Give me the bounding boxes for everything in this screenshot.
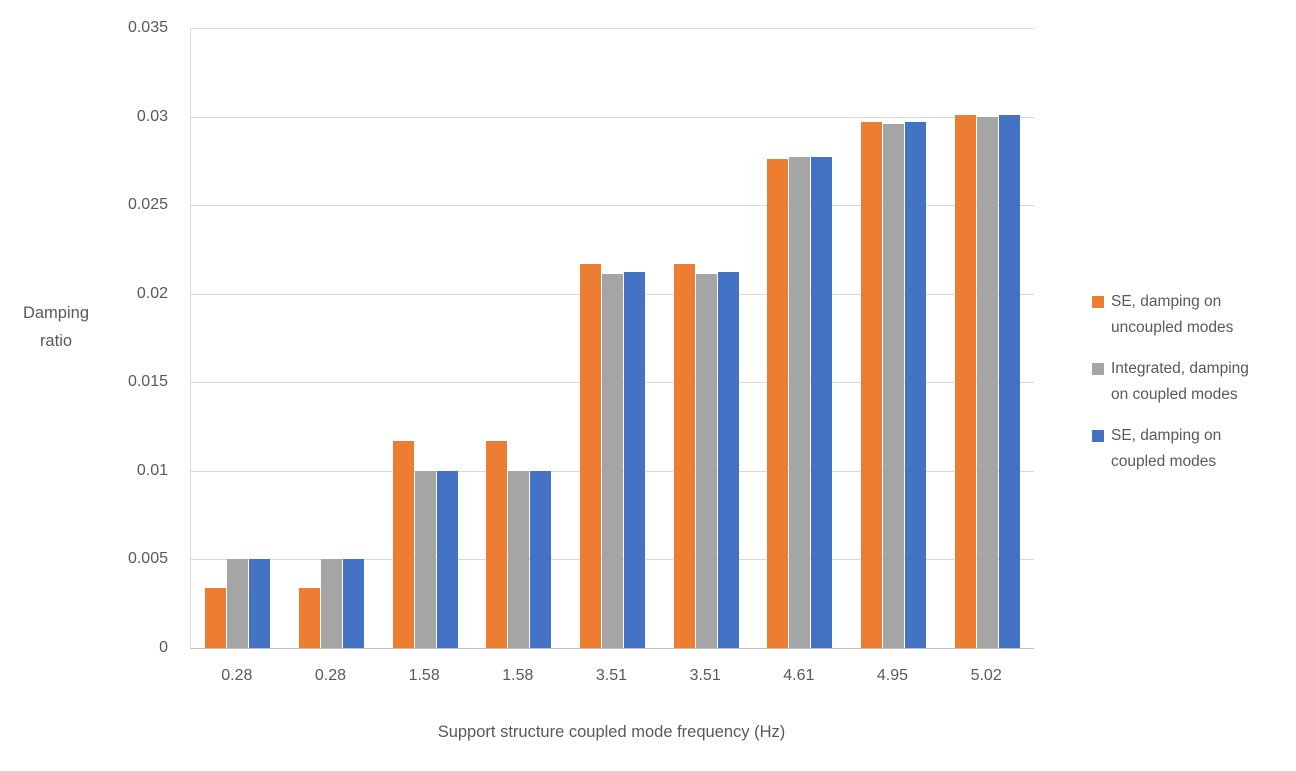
- bar-series-1-cat-7: [883, 123, 904, 648]
- bar-series-1-cat-2: [414, 470, 436, 648]
- y-tick-label: 0.015: [127, 373, 168, 391]
- gridline: [191, 205, 1034, 207]
- legend-item-2: SE, damping on coupled modes: [1092, 423, 1294, 475]
- legend: SE, damping on uncoupled modes Integrated,…: [1092, 289, 1294, 475]
- bar-series-2-cat-4: [624, 272, 645, 648]
- y-tick-label: 0.01: [136, 461, 168, 479]
- plot-area: [190, 28, 1034, 649]
- bar-series-1-cat-4: [602, 274, 623, 648]
- bar-series-1-cat-3: [508, 470, 530, 648]
- bar-series-0-cat-0: [205, 587, 227, 648]
- gridline: [191, 28, 1034, 29]
- bar-series-0-cat-2: [392, 440, 414, 648]
- bar-series-1-cat-1: [321, 559, 342, 648]
- x-axis-label: 1.58: [408, 667, 440, 684]
- bar-series-0-cat-6: [767, 159, 789, 648]
- bar-series-0-cat-8: [954, 114, 976, 648]
- bar-series-2-cat-0: [249, 559, 271, 648]
- x-axis-label: 1.58: [502, 667, 534, 684]
- x-axis-label: 5.02: [970, 667, 1002, 684]
- x-axis-label: 3.51: [595, 667, 628, 684]
- bar-series-2-cat-2: [436, 470, 458, 648]
- y-tick-label: 0.035: [127, 19, 168, 36]
- bar-series-1-cat-0: [227, 559, 249, 648]
- legend-label: SE, damping on coupled modes: [1111, 427, 1222, 470]
- legend-swatch-icon: [1092, 430, 1104, 442]
- x-axis: 0.28 0.28 1.58 1.58 3.51 3.51 4.61 4.95 5.02: [0, 666, 1296, 688]
- gridline: [191, 116, 1034, 118]
- bar-series-1-cat-5: [695, 274, 717, 648]
- bar-series-1-cat-6: [789, 157, 811, 648]
- x-axis-label: 4.61: [783, 667, 815, 684]
- x-axis-title: Support structure coupled mode frequency…: [437, 723, 786, 741]
- y-axis-title: Damping ratio: [22, 304, 90, 350]
- bar-series-1-cat-8: [976, 116, 998, 648]
- bar-series-2-cat-8: [998, 114, 1020, 648]
- bar-series-0-cat-3: [486, 440, 508, 648]
- y-tick-label: 0.03: [136, 107, 168, 125]
- bar-series-0-cat-4: [580, 263, 601, 648]
- legend-swatch-icon: [1092, 296, 1104, 308]
- y-tick-label: 0.005: [127, 550, 168, 568]
- legend-item-0: SE, damping on uncoupled modes: [1092, 289, 1294, 341]
- bar-series-2-cat-1: [343, 559, 364, 648]
- bar-series-2-cat-6: [811, 157, 833, 648]
- x-axis-label: 3.51: [689, 667, 721, 684]
- legend-swatch-icon: [1092, 363, 1104, 375]
- bar-series-2-cat-5: [717, 272, 739, 648]
- y-tick-label: 0.025: [127, 196, 168, 214]
- y-tick-label: 0: [159, 639, 168, 656]
- legend-label: Integrated, damping on coupled modes: [1111, 360, 1249, 403]
- bar-series-0-cat-1: [299, 587, 320, 648]
- bar-series-0-cat-5: [673, 263, 695, 648]
- legend-label: SE, damping on uncoupled modes: [1111, 293, 1234, 336]
- x-axis-label: 0.28: [221, 667, 253, 684]
- bar-series-2-cat-3: [530, 470, 552, 648]
- bar-series-2-cat-7: [905, 121, 926, 648]
- x-axis-label: 4.95: [876, 667, 909, 684]
- x-axis-label: 0.28: [314, 667, 347, 684]
- bar-series-0-cat-7: [861, 121, 882, 648]
- legend-item-1: Integrated, damping on coupled modes: [1092, 356, 1294, 408]
